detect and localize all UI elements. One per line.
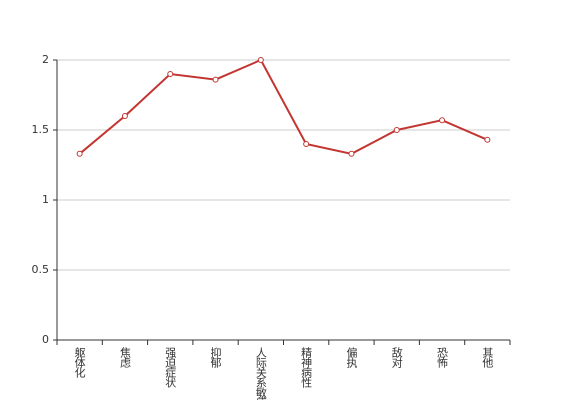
point — [212, 76, 219, 83]
x-tick-label: 强迫症状 — [164, 347, 177, 388]
x-tick-label: 其他 — [481, 347, 494, 368]
y-tick-label: 0 — [42, 333, 49, 346]
y-tick-label: 1.5 — [32, 123, 50, 136]
point — [439, 117, 446, 124]
x-tick-label: 敌对 — [390, 346, 403, 368]
point — [348, 150, 355, 157]
y-tick-label: 0.5 — [32, 263, 50, 276]
point — [303, 141, 310, 147]
point — [121, 113, 128, 119]
x-tick-label: 精神病性 — [300, 347, 313, 389]
x-tick-label: 恐怖 — [436, 347, 449, 368]
y-tick-label: 1 — [42, 193, 49, 206]
point — [167, 71, 174, 77]
x-tick-label: 焦虑 — [118, 347, 131, 368]
x-tick-label: 抑郁 — [209, 346, 222, 368]
point — [257, 57, 264, 63]
point — [393, 127, 400, 133]
x-tick-label: 人际关系敏感 — [254, 347, 267, 400]
point — [484, 136, 491, 143]
line — [79, 58, 488, 155]
point — [76, 150, 83, 157]
y-tick-label: 2 — [42, 53, 49, 66]
x-tick-label: 偏执 — [345, 346, 358, 369]
x-tick-label: 躯体化 — [73, 347, 86, 379]
